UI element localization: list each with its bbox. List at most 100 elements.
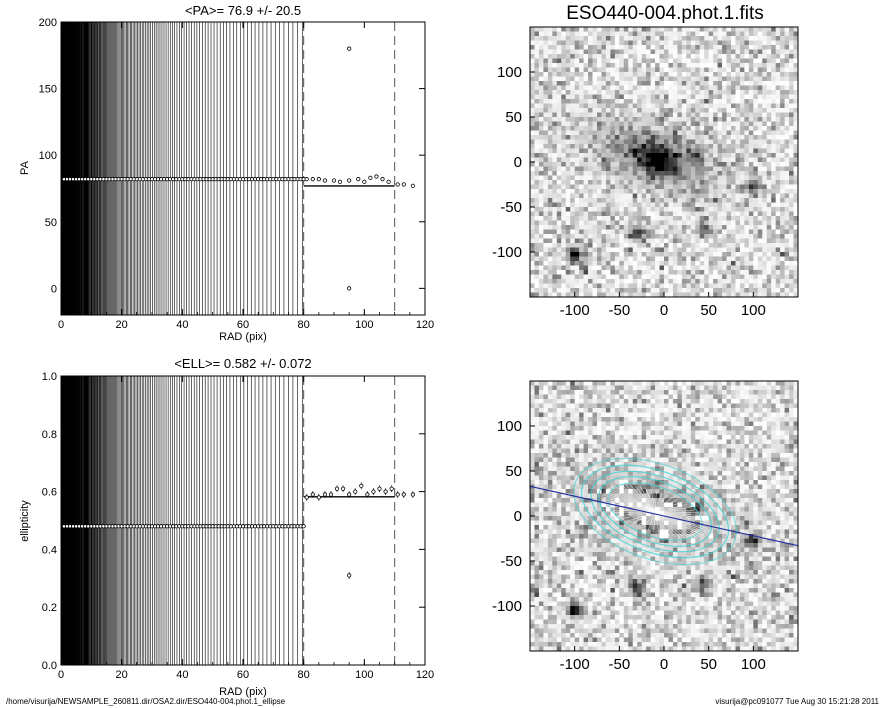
image-pixel [699,247,705,253]
image-pixel [637,243,642,248]
image-pixel [681,144,687,149]
image-pixel [717,45,723,50]
image-pixel [538,184,544,190]
image-pixel [664,225,669,230]
image-pixel [784,90,790,95]
image-pixel [561,126,567,131]
image-pixel [552,211,558,217]
masked-image-pixel [686,381,692,386]
pa-data-point [337,179,343,184]
image-pixel [650,67,656,73]
masked-image-pixel [731,390,736,395]
image-pixel [717,67,723,73]
masked-image-pixel [757,403,763,409]
pa-data-point [410,183,415,188]
image-pixel [686,216,692,221]
image-pixel [579,63,584,68]
image-pixel [574,261,580,266]
image-pixel [686,67,692,73]
image-pixel [677,283,683,289]
image-pixel [619,225,625,230]
image-pixel [641,72,647,77]
masked-image-pixel [690,412,696,418]
image-pixel [739,126,745,131]
image-pixel [748,58,754,64]
image-pixel [757,175,763,181]
image-pixel [681,135,687,140]
image-pixel [681,283,687,289]
image-pixel [637,72,642,77]
image-pixel [565,234,571,239]
image-pixel [655,261,660,266]
image-pixel [731,270,736,275]
image-pixel [538,238,544,244]
image-pixel [632,288,638,293]
image-pixel [699,229,705,235]
masked-image-pixel [543,412,549,418]
image-pixel [565,94,571,100]
ell-y-tick-label: 1.0 [42,371,57,383]
masked-image-pixel [748,399,754,404]
image-pixel [739,243,745,248]
masked-image-pixel [744,381,750,386]
image-pixel [659,153,665,158]
image-pixel [677,162,683,167]
image-pixel [681,238,687,244]
masked-image-pixel [690,403,696,409]
image-pixel [628,108,634,113]
pa-plot-title: <PA>= 76.9 +/- 20.5 [185,3,301,18]
image-pixel [565,27,571,32]
image-pixel [784,58,790,64]
image-pixel [784,234,790,239]
image-pixel [592,112,598,118]
image-pixel [588,256,593,262]
image-pixel [597,135,602,140]
image-pixel [543,198,549,203]
image-pixel [717,117,723,122]
image-pixel [601,54,607,59]
image-pixel [753,274,759,280]
image-pixel [530,94,535,100]
image-pixel [619,166,625,172]
image-pixel [704,157,709,163]
image-pixel [748,238,754,244]
image-pixel [699,265,705,271]
image-pixel [534,180,540,185]
image-pixel [708,234,714,239]
image-pixel [601,216,607,221]
ell-y-tick-label: 0.4 [42,544,57,556]
image-pixel [579,175,584,181]
image-pixel [784,72,790,77]
image-pixel [632,265,638,271]
image-pixel [722,72,727,77]
image-pixel [565,283,571,289]
image-pixel [637,216,642,221]
masked-image-pixel [731,408,736,413]
image-pixel [695,198,701,203]
image-pixel [717,40,723,46]
image-pixel [686,225,692,230]
image-pixel [601,117,607,122]
image-pixel [762,153,768,158]
image-pixel [614,211,620,217]
ell-y-tick-label: 0.6 [42,487,57,499]
image-pixel [574,265,580,271]
image-pixel [637,247,642,253]
image-pixel [588,112,593,118]
image-pixel [561,58,567,64]
image-pixel [592,121,598,127]
image-pixel [672,256,678,262]
image-pixel [619,243,625,248]
image-pixel [574,252,580,257]
image-pixel [605,40,611,46]
image-pixel [646,117,651,122]
image-pixel [579,292,584,298]
image-pixel [610,49,616,55]
image-pixel [713,175,718,181]
image-pixel [762,67,768,73]
image-pixel [739,265,745,271]
image-pixel [659,220,665,226]
masked-image-pixel [695,385,701,391]
image-pixel [570,135,575,140]
image-pixel [655,27,660,32]
